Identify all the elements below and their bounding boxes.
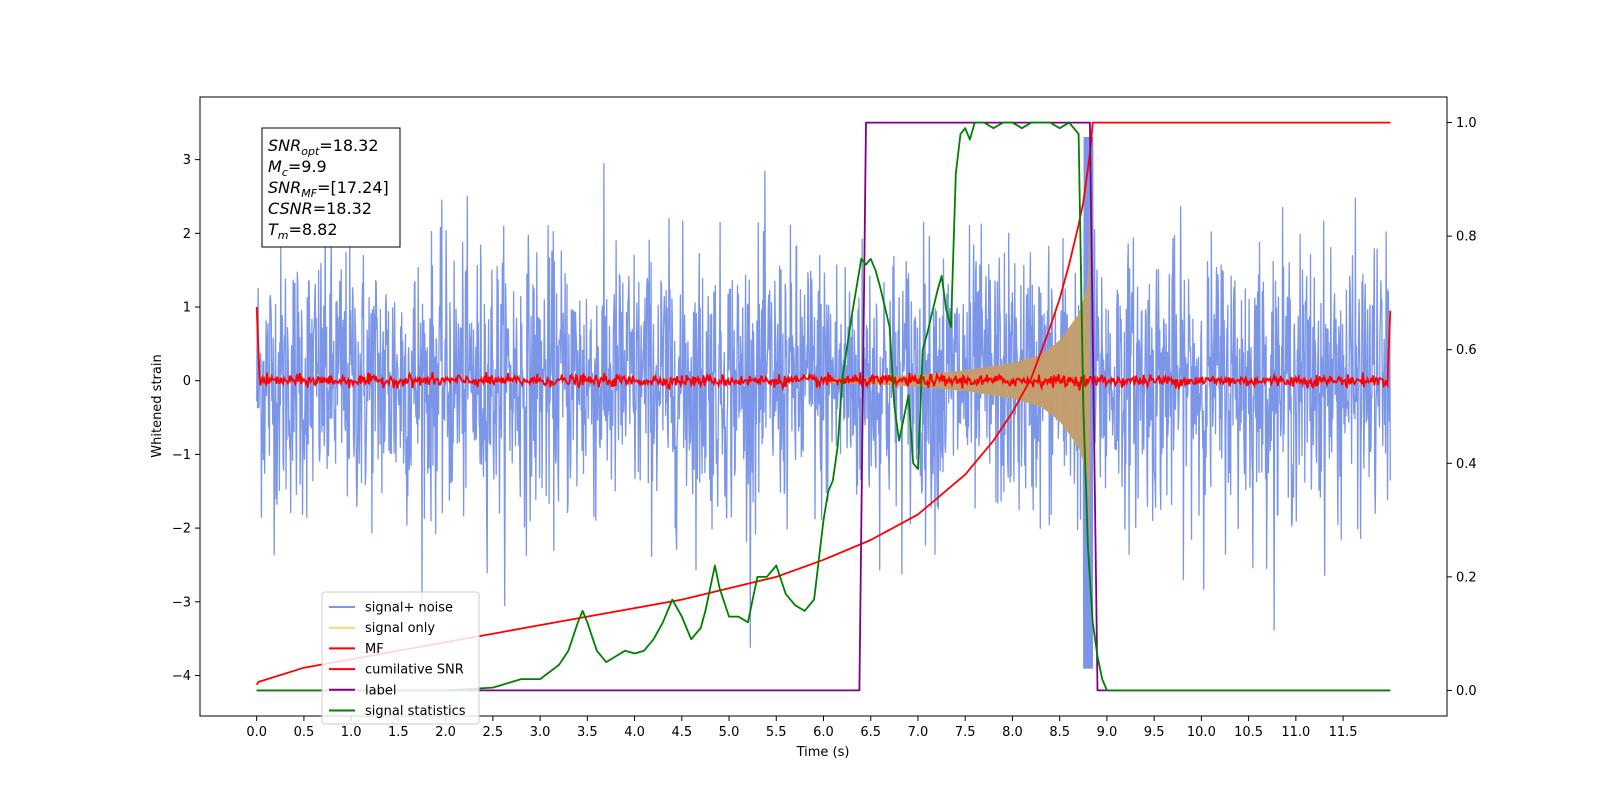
info-line: Mc=9.9	[268, 157, 327, 179]
info-line: CSNR=18.32	[268, 199, 372, 218]
info-box: SNRopt=18.32Mc=9.9SNRMF=[17.24]CSNR=18.3…	[261, 127, 401, 248]
x-tick-label: 11.5	[1329, 725, 1358, 740]
x-tick-label: 8.0	[1002, 725, 1023, 740]
y-tick-label: 3	[183, 153, 191, 168]
series-layer	[255, 121, 1392, 692]
x-tick-label: 6.5	[860, 725, 881, 740]
x-tick-label: 1.0	[341, 725, 362, 740]
x-tick-label: 5.5	[766, 725, 787, 740]
y2-tick-label: 0.4	[1456, 457, 1477, 472]
info-box-frame	[261, 127, 401, 248]
legend: signal+ noise signal only MF cumilative SNR…	[321, 591, 480, 725]
x-tick-label: 1.5	[388, 725, 409, 740]
y-tick-label: −2	[172, 522, 191, 537]
x-tick-label: 5.0	[719, 725, 740, 740]
x-tick-label: 0.0	[246, 725, 267, 740]
y-tick-label: −3	[172, 595, 191, 610]
x-tick-label: 9.0	[1097, 725, 1118, 740]
x-tick-label: 7.5	[955, 725, 976, 740]
y2-tick-label: 0.6	[1456, 343, 1477, 358]
legend-label-signal-statistics: signal statistics	[365, 704, 466, 719]
y2-tick-label: 0.2	[1456, 570, 1477, 585]
x-tick-label: 3.5	[577, 725, 598, 740]
y2-tick-label: 0.8	[1456, 230, 1477, 245]
legend-label-signal-noise: signal+ noise	[365, 601, 453, 616]
y2-tick-label: 0.0	[1456, 684, 1477, 699]
x-tick-label: 9.5	[1144, 725, 1165, 740]
series-mf	[255, 306, 1392, 392]
y-tick-label: 2	[183, 227, 191, 242]
series-signal-noise	[256, 136, 1391, 669]
x-axis-label: Time (s)	[796, 745, 850, 760]
x-tick-label: 6.0	[813, 725, 834, 740]
x-tick-label: 11.0	[1281, 725, 1310, 740]
legend-label-cumilative-snr: cumilative SNR	[365, 663, 464, 678]
series-signal-statistics	[256, 121, 1391, 692]
x-tick-label: 10.5	[1234, 725, 1263, 740]
info-line: SNRopt=18.32	[268, 136, 379, 158]
x-tick-label: 2.5	[483, 725, 504, 740]
y-tick-label: 1	[183, 301, 191, 316]
legend-label-signal-only: signal only	[365, 621, 435, 636]
x-tick-label: 3.0	[530, 725, 551, 740]
legend-label-mf: MF	[365, 642, 384, 657]
info-line: SNRMF=[17.24]	[268, 178, 389, 200]
y-tick-label: −4	[172, 669, 191, 684]
y-tick-label: −1	[172, 448, 191, 463]
info-line: Tm=8.82	[268, 220, 338, 242]
y-tick-label: 0	[183, 374, 191, 389]
legend-frame	[321, 591, 480, 725]
legend-label-label: label	[365, 683, 396, 698]
x-tick-label: 10.0	[1187, 725, 1216, 740]
x-tick-label: 4.0	[624, 725, 645, 740]
y2-tick-label: 1.0	[1456, 116, 1477, 131]
x-tick-label: 7.0	[908, 725, 929, 740]
x-tick-label: 8.5	[1049, 725, 1070, 740]
axes-layer: 0.0 0.5 1.0 1.5 2.0 2.5 3.0 3.5 4.0 4.5 5.0 5.5 6.0 6…	[172, 116, 1477, 740]
y-axis-label: Whitened strain	[150, 354, 165, 457]
x-tick-label: 4.5	[671, 725, 692, 740]
x-tick-label: 2.0	[435, 725, 456, 740]
x-tick-label: 0.5	[294, 725, 315, 740]
